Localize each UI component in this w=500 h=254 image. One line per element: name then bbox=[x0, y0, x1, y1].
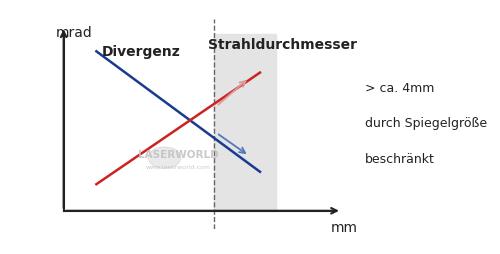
Text: durch Spiegelgröße: durch Spiegelgröße bbox=[365, 117, 487, 130]
Text: LASERWORLD: LASERWORLD bbox=[138, 150, 218, 160]
Text: Divergenz: Divergenz bbox=[102, 45, 180, 59]
Text: www.laserworld.com: www.laserworld.com bbox=[146, 164, 210, 169]
Text: beschränkt: beschränkt bbox=[365, 152, 435, 165]
Text: Strahldurchmesser: Strahldurchmesser bbox=[208, 38, 357, 52]
Bar bbox=[214, 35, 276, 211]
Circle shape bbox=[148, 147, 181, 169]
Text: > ca. 4mm: > ca. 4mm bbox=[365, 81, 434, 94]
Text: mrad: mrad bbox=[56, 26, 92, 40]
Text: mm: mm bbox=[331, 220, 358, 234]
